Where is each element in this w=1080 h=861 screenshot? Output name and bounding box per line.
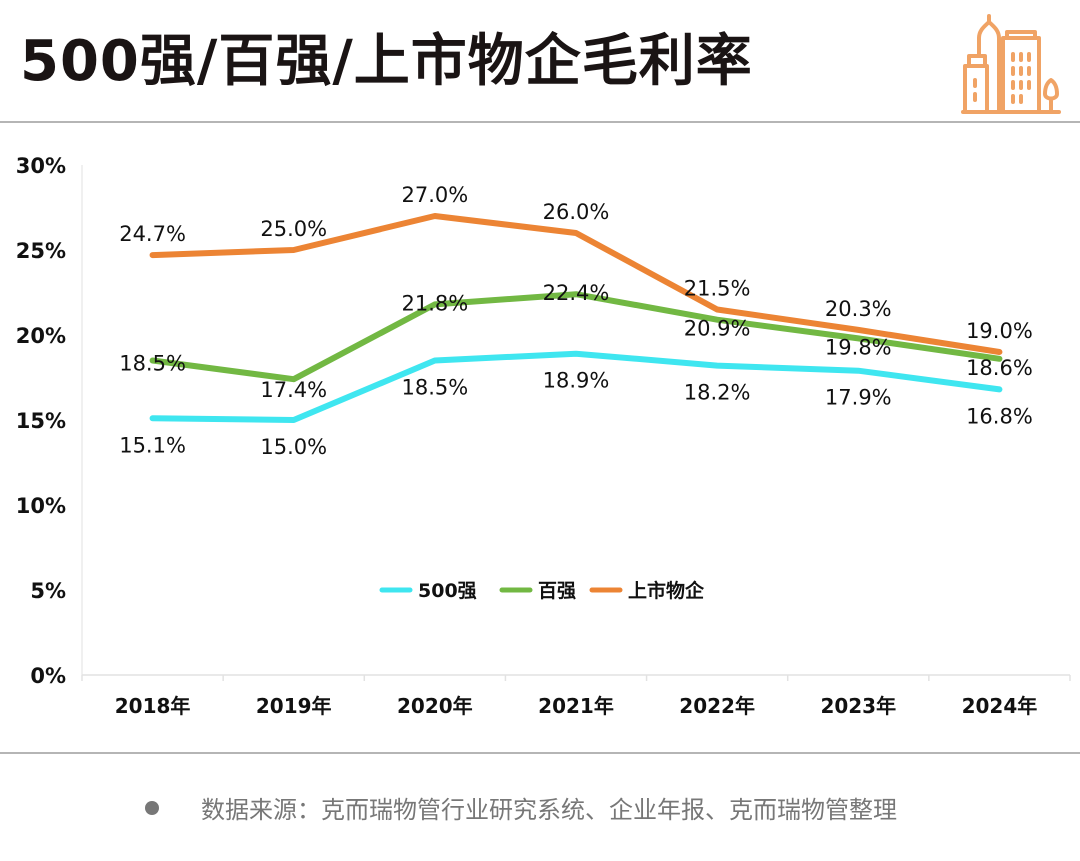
data-label: 17.4%	[260, 378, 327, 402]
data-label: 15.0%	[260, 435, 327, 459]
data-label: 20.9%	[684, 317, 751, 341]
data-label: 17.9%	[825, 386, 892, 410]
x-tick-label: 2024年	[962, 694, 1038, 718]
page-title: 500强/百强/上市物企毛利率	[20, 29, 753, 94]
legend-label: 百强	[538, 580, 576, 602]
data-label: 21.5%	[684, 277, 751, 301]
chart-series	[149, 213, 1003, 423]
city-buildings-icon	[961, 14, 1061, 114]
data-label: 15.1%	[119, 433, 186, 457]
data-label: 22.4%	[543, 281, 610, 305]
data-label: 25.0%	[260, 217, 327, 241]
series-line-500强	[149, 350, 1003, 423]
x-tick-label: 2021年	[538, 694, 614, 718]
y-tick-label: 15%	[16, 409, 66, 433]
header-divider	[0, 121, 1080, 123]
data-label: 27.0%	[401, 183, 468, 207]
chart-data-labels: 15.1% 15.0% 18.5% 18.9% 18.2% 17.9% 16.8% 18.5%…	[119, 183, 1033, 459]
footer-divider	[0, 752, 1080, 754]
x-tick-label: 2019年	[256, 694, 332, 718]
x-tick-label: 2020年	[397, 694, 473, 718]
series-line-上市物企	[149, 213, 1003, 355]
data-label: 20.3%	[825, 297, 892, 321]
y-tick-label: 5%	[30, 579, 66, 603]
chart-axes: 0% 5% 10% 15% 20% 25% 30% 2018年 2019年 2020年 2021年 2…	[16, 154, 1071, 718]
data-label: 18.2%	[684, 381, 751, 405]
legend-label: 上市物企	[628, 579, 705, 602]
data-label: 16.8%	[966, 404, 1033, 428]
data-source: 数据来源：克而瑞物管行业研究系统、企业年报、克而瑞物管整理	[145, 790, 897, 825]
data-label: 21.8%	[401, 291, 468, 315]
data-label: 18.5%	[119, 352, 186, 376]
data-source-text: 数据来源：克而瑞物管行业研究系统、企业年报、克而瑞物管整理	[201, 796, 897, 824]
line-chart: 0% 5% 10% 15% 20% 25% 30% 2018年 2019年 2020年 2021年 2…	[16, 154, 1071, 718]
data-label: 24.7%	[119, 222, 186, 246]
data-label: 18.5%	[401, 376, 468, 400]
x-tick-label: 2022年	[679, 694, 755, 718]
y-tick-label: 20%	[16, 324, 66, 348]
data-label: 26.0%	[543, 200, 610, 224]
y-tick-label: 30%	[16, 154, 66, 178]
series-line-百强	[149, 291, 1003, 383]
data-label: 19.8%	[825, 335, 892, 359]
x-tick-label: 2018年	[115, 694, 191, 718]
data-label: 19.0%	[966, 319, 1033, 343]
legend-label: 500强	[418, 580, 477, 602]
data-label: 18.6%	[966, 356, 1033, 380]
x-tick-label: 2023年	[820, 694, 896, 718]
data-label: 18.9%	[543, 369, 610, 393]
y-tick-label: 10%	[16, 494, 66, 518]
y-tick-label: 25%	[16, 239, 66, 263]
chart-legend: 500强 百强 上市物企	[379, 579, 705, 602]
bullet-dot-icon	[145, 800, 159, 815]
y-tick-label: 0%	[30, 664, 66, 688]
